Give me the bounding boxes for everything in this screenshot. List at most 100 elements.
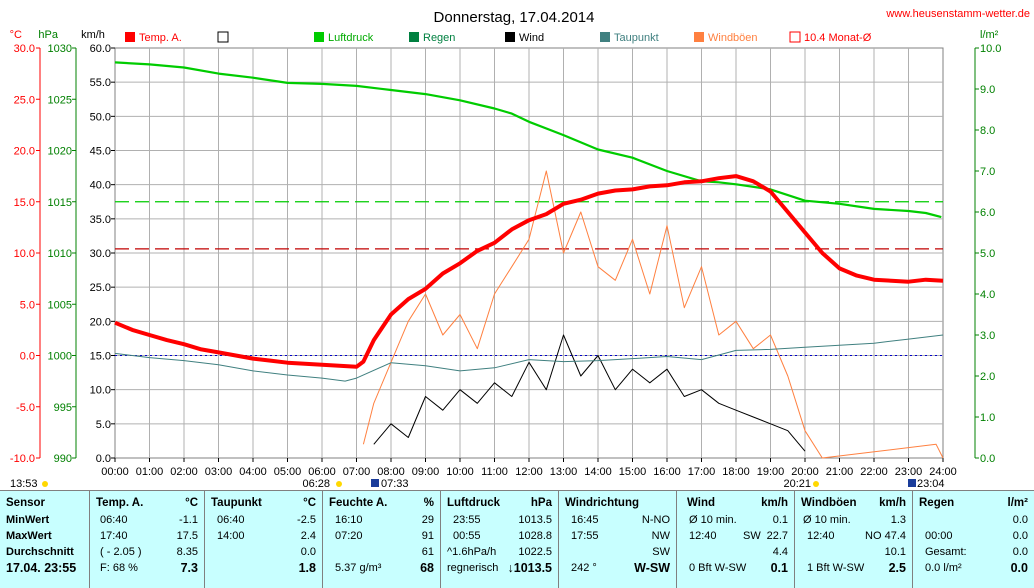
temp-axis-tick-label: 30.0 xyxy=(14,43,35,55)
rain-max-value: 0.0 xyxy=(1012,530,1028,542)
panel-dewpoint: Taupunkt °C 06:40 -2.5 14:00 2.4 0.0 1.8 xyxy=(205,491,323,588)
x-tick-label: 10:00 xyxy=(446,466,474,478)
pressure-axis-tick-label: 990 xyxy=(54,453,72,465)
pressure-axis-tick-label: 1010 xyxy=(48,248,72,260)
wind-avg10-value: 0.1 xyxy=(772,514,788,526)
sun-time-label: 20:21 xyxy=(783,478,811,490)
weather-chart: Donnerstag, 17.04.2014 www.heusenstamm-w… xyxy=(9,8,1030,490)
grid xyxy=(114,47,944,459)
x-tick-label: 07:00 xyxy=(343,466,371,478)
legend-swatch xyxy=(789,31,801,43)
x-tick-label: 04:00 xyxy=(239,466,267,478)
temp-max-time: 17:40 xyxy=(100,530,128,542)
rain-axis-tick-label: 6.0 xyxy=(980,207,995,219)
humidity-max-time: 07:20 xyxy=(335,530,363,542)
dew-max-time: 14:00 xyxy=(217,530,245,542)
x-tick-label: 11:00 xyxy=(481,466,508,478)
humidity-min-time: 16:10 xyxy=(335,514,363,526)
x-tick-label: 16:00 xyxy=(653,466,681,478)
legend-label: Windböen xyxy=(708,32,758,44)
sun-time-label: 06:28 xyxy=(302,478,330,490)
sensor-row-max: MaxWert xyxy=(6,530,52,542)
wind-max-time: 12:40 xyxy=(689,530,717,542)
humidity-current-value: 68 xyxy=(420,561,434,575)
rain-axis-tick-label: 7.0 xyxy=(980,166,995,178)
x-tick-label: 12:00 xyxy=(515,466,543,478)
sun-icon xyxy=(813,481,819,487)
rain-axis-tick-label: 3.0 xyxy=(980,330,995,342)
series-taupunkt xyxy=(114,334,944,382)
statistics-panel: Sensor MinWert MaxWert Durchschnitt 17.0… xyxy=(0,490,1034,588)
dew-current-value: 1.8 xyxy=(298,561,316,575)
temp-unit: °C xyxy=(185,497,198,509)
temp-unit-label: °C xyxy=(10,29,22,41)
temp-axis-tick-label: 25.0 xyxy=(14,94,35,106)
x-tick-label: 15:00 xyxy=(619,466,647,478)
rain-axis-tick-label: 8.0 xyxy=(980,125,995,137)
x-tick-label: 22:00 xyxy=(860,466,888,478)
pressure-trend: ^1.6hPa/h xyxy=(447,546,497,558)
rain-axis-tick-label: 9.0 xyxy=(980,84,995,96)
gusts-current-value: 2.5 xyxy=(888,561,906,575)
dew-title: Taupunkt xyxy=(211,497,262,509)
chart-title: Donnerstag, 17.04.2014 xyxy=(434,9,595,26)
sun-icon xyxy=(336,481,342,487)
x-tick-label: 17:00 xyxy=(688,466,716,478)
winddir-min-time: 16:45 xyxy=(571,514,599,526)
wind-avg-value: 4.4 xyxy=(772,546,788,558)
panel-wind-direction: Windrichtung 16:45 N-NO 17:55 NW SW 242 … xyxy=(559,491,677,588)
panel-gusts: Windböen km/h Ø 10 min. 1.3 12:40 NO 47.… xyxy=(795,491,913,588)
x-tick-label: 02:00 xyxy=(170,466,198,478)
pressure-min-value: 1013.5 xyxy=(518,514,552,526)
x-tick-label: 19:00 xyxy=(757,466,785,478)
rain-total-value: 0.0 xyxy=(1012,546,1028,558)
wind-max-value: 22.7 xyxy=(766,530,788,542)
wind-axis-tick-label: 40.0 xyxy=(90,180,111,192)
rain-rate: 0.0 l/m² xyxy=(925,562,962,574)
temp-axis-tick-label: -10.0 xyxy=(10,453,35,465)
panel-sensor: Sensor MinWert MaxWert Durchschnitt 17.0… xyxy=(0,491,90,588)
x-tick-label: 23:00 xyxy=(895,466,923,478)
x-tick-label: 03:00 xyxy=(205,466,233,478)
gusts-avg10-label: Ø 10 min. xyxy=(803,514,851,526)
sun-time-label: 07:33 xyxy=(381,478,409,490)
rain-axis-tick-label: 0.0 xyxy=(980,453,995,465)
pressure-axis-tick-label: 1020 xyxy=(48,146,72,158)
winddir-title: Windrichtung xyxy=(565,497,639,509)
temp-axis-tick-label: 10.0 xyxy=(14,248,35,260)
gusts-max-value: 47.4 xyxy=(884,530,906,542)
dew-max-value: 2.4 xyxy=(300,530,316,542)
panel-wind: Wind km/h Ø 10 min. 0.1 12:40 SW 22.7 4.… xyxy=(677,491,795,588)
rain-current-value: 0.0 xyxy=(1010,561,1028,575)
wind-unit: km/h xyxy=(761,497,788,509)
wind-axis-tick-label: 35.0 xyxy=(90,214,111,226)
legend-label: Wind xyxy=(519,32,544,44)
panel-rain: Regen l/m² 0.0 00:00 0.0 Gesamt: 0.0 0.0… xyxy=(913,491,1034,588)
winddir-avg-value: SW xyxy=(652,546,670,558)
rain-max-time: 00:00 xyxy=(925,530,953,542)
dew-unit: °C xyxy=(303,497,316,509)
moon-icon xyxy=(908,479,916,487)
humidity-min-value: 29 xyxy=(421,514,434,526)
legend-swatch xyxy=(600,32,610,42)
gusts-unit: km/h xyxy=(879,497,906,509)
pressure-unit: hPa xyxy=(530,497,552,509)
legend-swatch xyxy=(505,32,515,42)
sun-icon xyxy=(42,481,48,487)
rain-axis-tick-label: 5.0 xyxy=(980,248,995,260)
wind-axis-tick-label: 0.0 xyxy=(96,453,111,465)
x-tick-label: 01:00 xyxy=(136,466,164,478)
x-tick-label: 00:00 xyxy=(101,466,129,478)
wind-axis-tick-label: 10.0 xyxy=(90,385,111,397)
rain-axis-tick-label: 1.0 xyxy=(980,412,995,424)
series-temp-a xyxy=(114,174,944,369)
wind-avg10-label: Ø 10 min. xyxy=(689,514,737,526)
pressure-axis-tick-label: 995 xyxy=(54,402,72,414)
series-luftdruck xyxy=(114,61,942,219)
x-tick-label: 21:00 xyxy=(826,466,854,478)
legend-label: 10.4 Monat-Ø xyxy=(804,32,872,44)
temp-axis-tick-label: 20.0 xyxy=(14,146,35,158)
panel-pressure: Luftdruck hPa 23:55 1013.5 00:55 1028.8 … xyxy=(441,491,559,588)
moon-icon xyxy=(371,479,379,487)
sensor-row-min: MinWert xyxy=(6,514,50,526)
